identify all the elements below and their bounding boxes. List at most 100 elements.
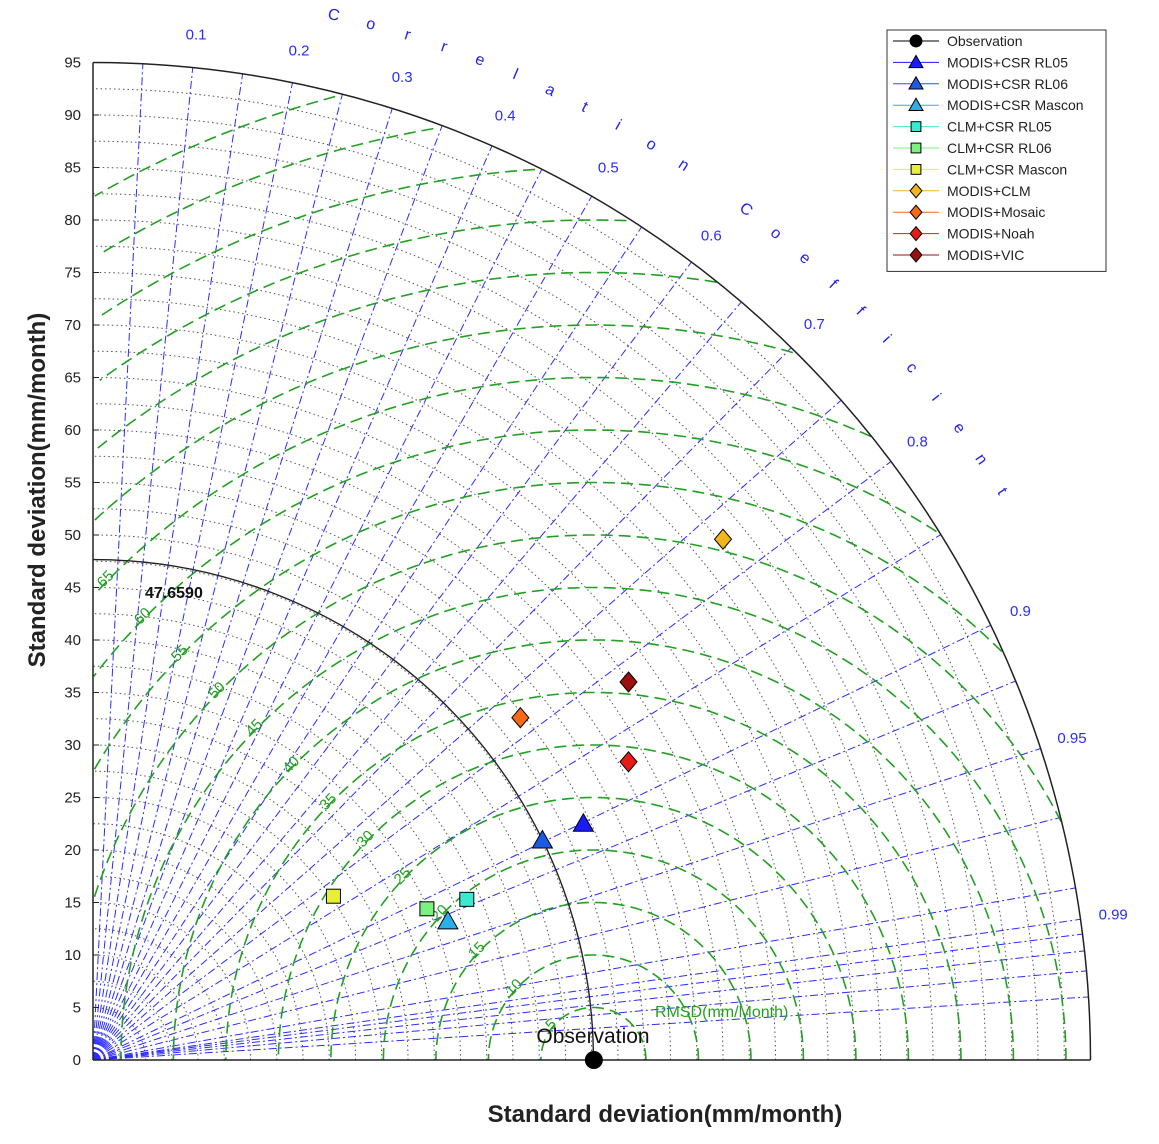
correlation-tick-label: 0.1 [186,27,207,44]
rmsd-title: RMSD(mm/Month) [655,1004,788,1021]
std-arc [92,245,908,1061]
correlation-ray [92,125,443,1061]
correlation-ray [92,933,1083,1061]
correlation-tick-label: 0.4 [495,108,516,125]
point-observation [584,1051,603,1069]
std-arc [92,744,409,1061]
legend-box [886,29,1107,272]
std-arc [92,403,750,1061]
correlation-ray [92,301,742,1061]
correlation-tick-label: 0.95 [1057,730,1086,747]
correlation-ray [92,226,643,1061]
correlation-title-letter: f [853,304,869,320]
std-arc [92,219,934,1061]
legend-label: CLM+CSR RL05 [947,119,1052,135]
rmsd-arc [97,271,717,449]
correlation-tick-label: 0.2 [289,42,310,59]
std-tick-label: 0 [73,1052,81,1069]
legend-label: MODIS+CSR RL06 [947,76,1068,92]
legend-marker [909,34,923,48]
std-arc [92,560,593,1061]
correlation-title-letter: i [612,117,624,134]
rmsd-arc [99,219,627,382]
rmsd-arc [330,796,857,1060]
correlation-title-letter: o [767,224,785,243]
correlation-ray [92,887,1076,1061]
std-arc [92,324,829,1061]
point-modis-vic [619,671,638,693]
correlation-title-letter: c [903,359,922,377]
correlation-ray [92,918,1081,1061]
std-arc [92,1007,146,1061]
std-tick-label: 65 [64,370,81,387]
correlation-title-letter: l [510,66,521,83]
correlation-tick-label: 0.3 [392,69,413,86]
correlation-tick-labels: 0.1 0.2 0.3 0.4 0.5 0.6 0.7 0.8 0.9 0.95 0.99 [186,27,1128,924]
std-arc [92,167,986,1061]
legend-marker [909,225,923,242]
std-arc [92,534,619,1061]
std-tick-label: 5 [73,1000,81,1017]
rmsd-tick-label: 35 [316,790,340,814]
legend-marker [909,204,923,220]
std-tick-label: 10 [64,947,81,964]
std-arc [92,482,671,1061]
rmsd-tick-label: 40 [279,753,303,777]
rmsd-tick-label: 30 [354,827,378,851]
legend-label: MODIS+Mosaic [947,204,1045,220]
rmsd-arc [93,534,1062,899]
correlation-ray [92,94,343,1061]
std-arc [92,508,645,1061]
correlation-tick-label: 0.7 [804,316,825,333]
correlation-title-letter: n [971,451,991,469]
reference-arc [92,558,595,1061]
rmsd-arc [99,127,434,255]
correlation-tick-label: 0.99 [1099,907,1128,924]
legend-marker [910,142,922,154]
point-clm-csr-rl05 [459,891,475,907]
std-tick-label: 20 [64,842,81,859]
correlation-title-letter: a [543,81,559,101]
observation-label: Observation [536,1025,649,1048]
correlation-ray [92,195,593,1061]
y-axis-title: Standard deviation(mm/month) [24,313,51,668]
correlation-ray [92,347,792,1061]
correlation-ray [92,970,1087,1061]
rmsd-tick-label: 55 [168,642,192,666]
correlation-tick-label: 0.6 [701,228,722,245]
point-modis-csr-mascon [437,910,459,930]
rmsd-arc [97,376,872,591]
std-arc [92,902,251,1061]
rmsd-arc [120,586,1067,1061]
correlation-ray [92,534,942,1061]
correlation-ray [92,67,194,1061]
point-clm-csr-rl06 [419,901,435,917]
legend-marker [909,183,923,199]
std-arc [92,875,278,1061]
correlation-tick-label: 0.8 [907,434,928,451]
std-tick-label: 35 [64,685,81,702]
x-axis-title: Standard deviation(mm/month) [488,1101,843,1128]
correlation-ray [92,63,144,1061]
legend-label: MODIS+CSR Mascon [947,97,1084,113]
legend-marker [910,164,922,175]
correlation-title-letter: e [796,249,815,268]
legend: Observation MODIS+CSR RL05 MODIS+CSR RL06 M… [886,29,1107,272]
rmsd-grid [92,95,1067,1061]
legend-label: CLM+CSR Mascon [947,161,1067,177]
rmsd-arc [97,168,536,319]
std-tick-label: 55 [64,475,81,492]
rmsd-arc [92,481,1003,772]
legend-label: MODIS+CLM [947,183,1031,199]
rmsd-arc [94,95,336,197]
legend-marker [908,97,924,111]
correlation-title-letter: e [473,51,488,70]
std-tick-label: 90 [64,107,81,124]
reference-std-arc [92,558,595,1061]
std-arc [92,350,803,1061]
correlation-title-letter: r [439,38,451,56]
std-tick-label: 85 [64,160,81,177]
correlation-title-letter: o [364,15,378,34]
rmsd-tick-label: 15 [465,939,489,963]
